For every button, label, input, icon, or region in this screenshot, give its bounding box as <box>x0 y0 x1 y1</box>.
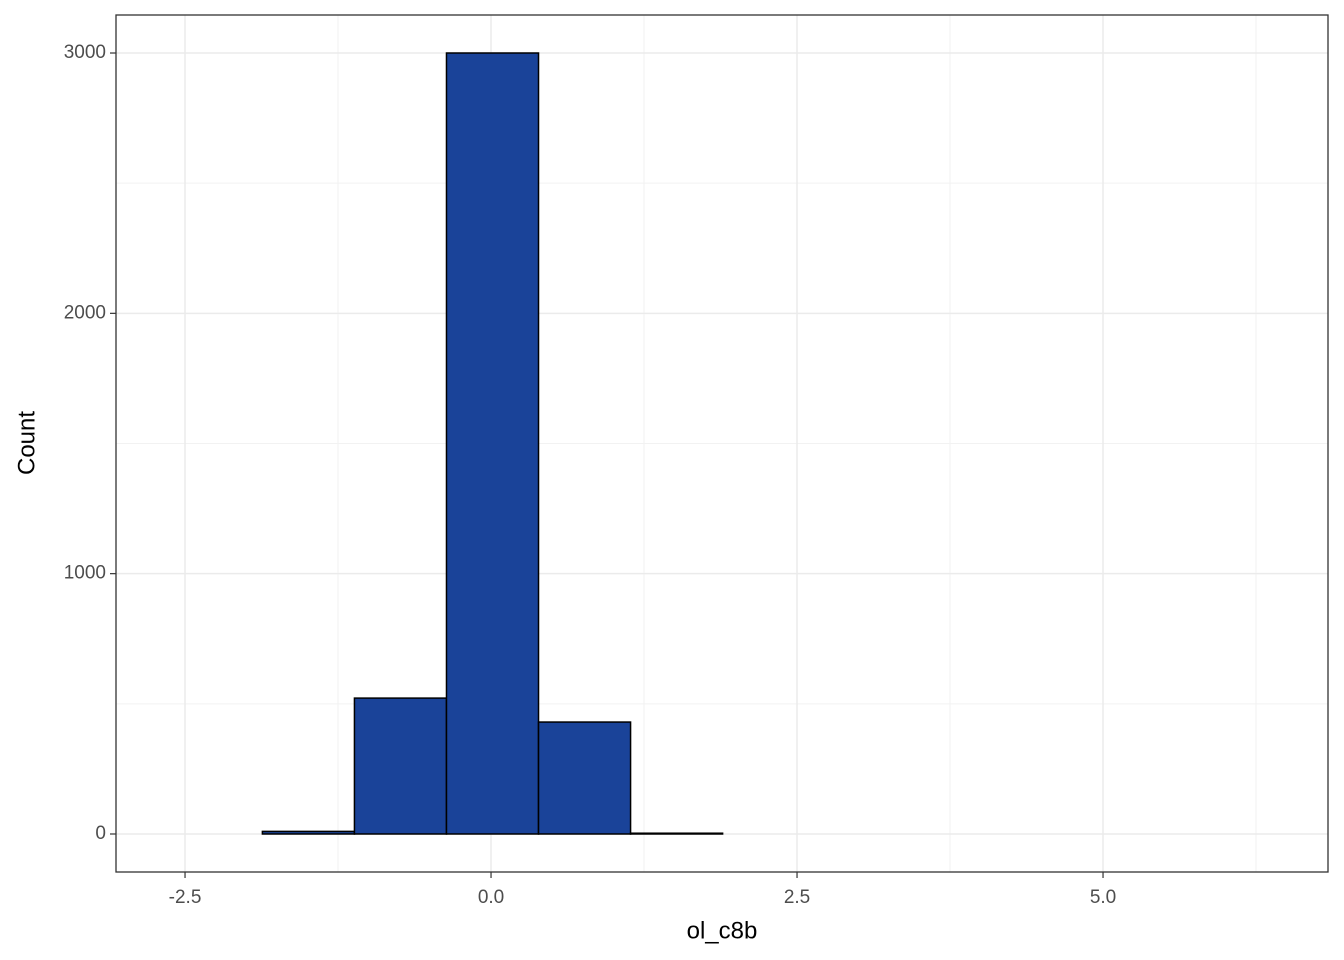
x-tick-label: 2.5 <box>784 887 810 908</box>
x-tick-label: -2.5 <box>169 887 202 908</box>
bar <box>261 830 356 835</box>
y-tick-label: 3000 <box>64 42 106 63</box>
y-tick-label: 2000 <box>64 302 106 323</box>
x-tick-label: 5.0 <box>1090 887 1116 908</box>
x-tick-label: 0.0 <box>478 887 504 908</box>
bar <box>353 697 448 835</box>
plot-border <box>115 14 1329 873</box>
y-axis-label: Count <box>13 411 40 475</box>
bar <box>445 52 540 835</box>
x-axis-label: ol_c8b <box>687 917 758 944</box>
bar <box>629 832 724 835</box>
y-tick-label: 1000 <box>64 563 106 584</box>
bar <box>537 721 632 835</box>
y-tick-label: 0 <box>95 823 106 844</box>
